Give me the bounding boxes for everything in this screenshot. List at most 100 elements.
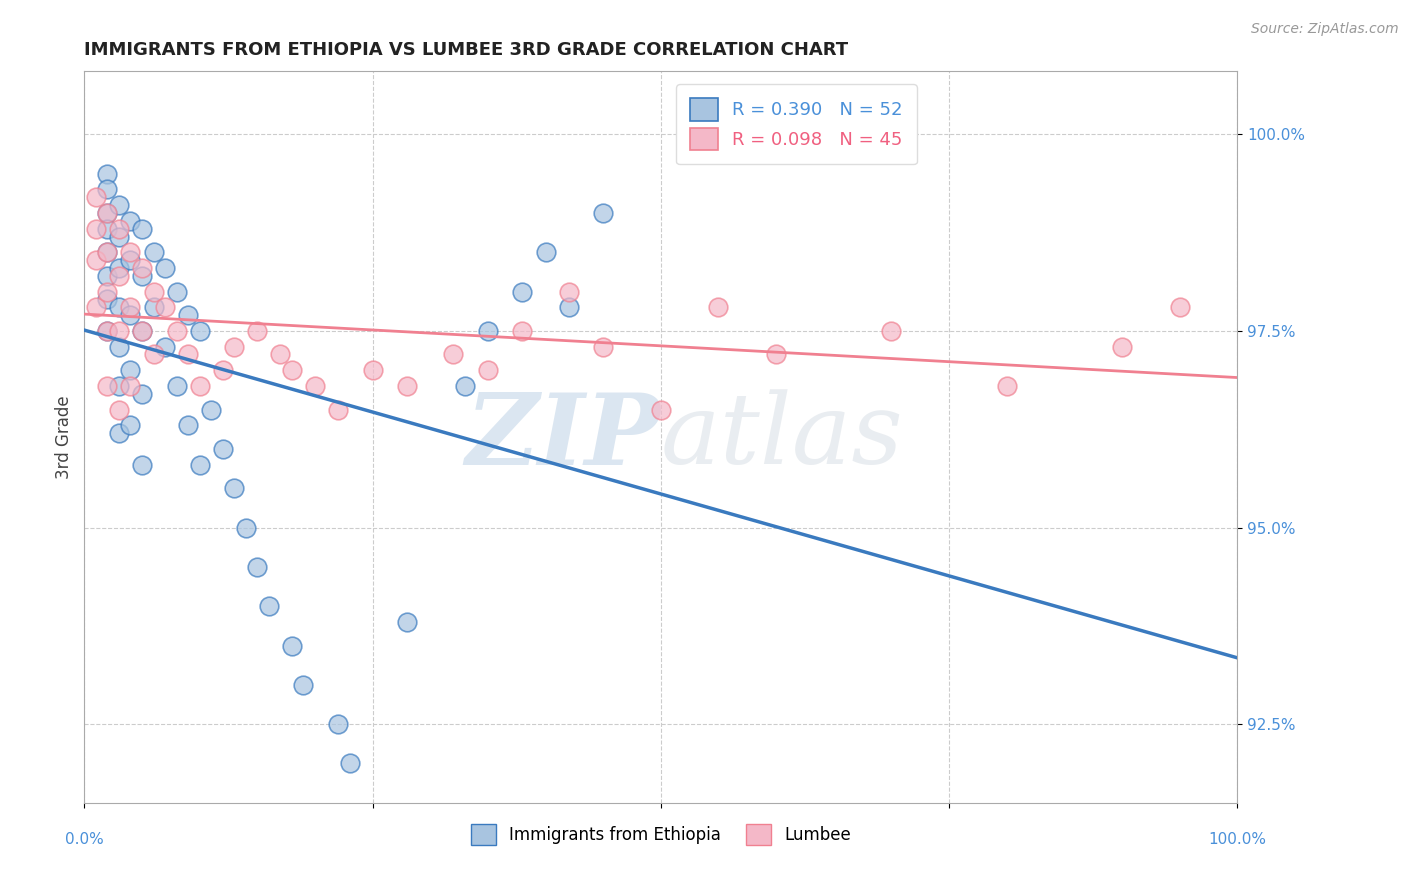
Point: [257, 599, 280, 614]
Point: [557, 301, 579, 315]
Point: [120, 245, 142, 260]
Point: [120, 308, 142, 322]
Point: [557, 285, 579, 299]
Point: [108, 221, 131, 235]
Point: [707, 301, 730, 315]
Point: [235, 520, 257, 534]
Point: [120, 379, 142, 393]
Point: [108, 229, 131, 244]
Point: [477, 324, 499, 338]
Point: [96, 379, 118, 393]
Point: [211, 363, 233, 377]
Point: [108, 324, 131, 338]
Point: [96, 293, 118, 307]
Point: [224, 481, 246, 495]
Point: [108, 379, 131, 393]
Text: ZIP: ZIP: [465, 389, 661, 485]
Point: [131, 268, 153, 283]
Point: [534, 245, 557, 260]
Point: [84, 190, 107, 204]
Point: [142, 347, 165, 361]
Point: [188, 379, 211, 393]
Point: [188, 458, 211, 472]
Point: [441, 347, 464, 361]
Point: [177, 418, 200, 433]
Point: [96, 206, 118, 220]
Legend: Immigrants from Ethiopia, Lumbee: Immigrants from Ethiopia, Lumbee: [463, 816, 859, 853]
Point: [84, 221, 107, 235]
Point: [326, 717, 349, 731]
Text: 100.0%: 100.0%: [1208, 832, 1267, 847]
Point: [166, 379, 188, 393]
Point: [142, 285, 165, 299]
Point: [120, 363, 142, 377]
Text: 0.0%: 0.0%: [65, 832, 104, 847]
Point: [166, 285, 188, 299]
Point: [96, 324, 118, 338]
Point: [142, 301, 165, 315]
Point: [96, 206, 118, 220]
Point: [177, 347, 200, 361]
Point: [96, 324, 118, 338]
Point: [108, 198, 131, 212]
Point: [396, 379, 419, 393]
Text: Source: ZipAtlas.com: Source: ZipAtlas.com: [1251, 22, 1399, 37]
Point: [131, 221, 153, 235]
Point: [361, 363, 384, 377]
Point: [108, 426, 131, 441]
Point: [84, 253, 107, 268]
Point: [131, 324, 153, 338]
Point: [200, 402, 222, 417]
Point: [269, 347, 291, 361]
Point: [108, 301, 131, 315]
Point: [592, 206, 614, 220]
Point: [224, 340, 246, 354]
Point: [96, 182, 118, 196]
Point: [281, 639, 304, 653]
Point: [96, 245, 118, 260]
Point: [1168, 301, 1191, 315]
Point: [166, 324, 188, 338]
Point: [326, 402, 349, 417]
Point: [512, 324, 534, 338]
Point: [396, 615, 419, 629]
Point: [292, 678, 315, 692]
Point: [246, 324, 269, 338]
Point: [281, 363, 304, 377]
Point: [880, 324, 903, 338]
Point: [108, 268, 131, 283]
Point: [108, 340, 131, 354]
Point: [304, 379, 326, 393]
Point: [339, 756, 361, 771]
Point: [108, 260, 131, 275]
Point: [765, 347, 787, 361]
Point: [153, 260, 176, 275]
Point: [454, 379, 477, 393]
Point: [177, 308, 200, 322]
Point: [153, 301, 176, 315]
Point: [96, 268, 118, 283]
Point: [142, 245, 165, 260]
Point: [96, 167, 118, 181]
Y-axis label: 3rd Grade: 3rd Grade: [55, 395, 73, 479]
Text: IMMIGRANTS FROM ETHIOPIA VS LUMBEE 3RD GRADE CORRELATION CHART: IMMIGRANTS FROM ETHIOPIA VS LUMBEE 3RD G…: [84, 41, 848, 59]
Point: [477, 363, 499, 377]
Point: [120, 301, 142, 315]
Point: [131, 387, 153, 401]
Point: [84, 301, 107, 315]
Point: [96, 245, 118, 260]
Point: [995, 379, 1018, 393]
Text: atlas: atlas: [661, 390, 904, 484]
Point: [96, 285, 118, 299]
Point: [512, 285, 534, 299]
Point: [120, 418, 142, 433]
Point: [96, 221, 118, 235]
Point: [131, 458, 153, 472]
Point: [1111, 340, 1133, 354]
Point: [211, 442, 233, 456]
Point: [131, 260, 153, 275]
Point: [592, 340, 614, 354]
Point: [650, 402, 672, 417]
Point: [108, 402, 131, 417]
Point: [246, 559, 269, 574]
